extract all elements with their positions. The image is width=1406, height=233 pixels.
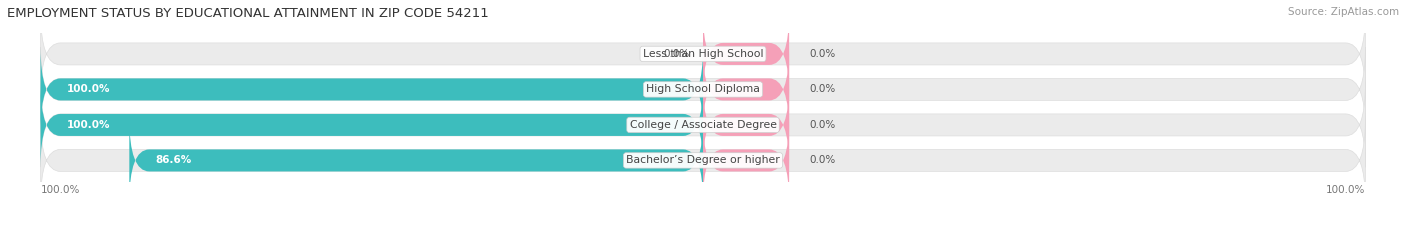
FancyBboxPatch shape [703,12,789,96]
FancyBboxPatch shape [41,47,1365,132]
Text: 0.0%: 0.0% [808,120,835,130]
FancyBboxPatch shape [41,118,1365,203]
FancyBboxPatch shape [703,83,789,167]
FancyBboxPatch shape [41,83,1365,167]
Text: 100.0%: 100.0% [67,120,111,130]
Text: Less than High School: Less than High School [643,49,763,59]
Text: 0.0%: 0.0% [664,49,690,59]
FancyBboxPatch shape [41,12,1365,96]
Text: 100.0%: 100.0% [41,185,80,195]
Text: 0.0%: 0.0% [808,49,835,59]
FancyBboxPatch shape [41,83,703,167]
Text: High School Diploma: High School Diploma [647,84,759,94]
Text: Bachelor’s Degree or higher: Bachelor’s Degree or higher [626,155,780,165]
Text: 0.0%: 0.0% [808,155,835,165]
Text: College / Associate Degree: College / Associate Degree [630,120,776,130]
Text: EMPLOYMENT STATUS BY EDUCATIONAL ATTAINMENT IN ZIP CODE 54211: EMPLOYMENT STATUS BY EDUCATIONAL ATTAINM… [7,7,489,20]
FancyBboxPatch shape [703,118,789,203]
FancyBboxPatch shape [703,47,789,132]
FancyBboxPatch shape [41,47,703,132]
FancyBboxPatch shape [129,118,703,203]
Text: 86.6%: 86.6% [156,155,193,165]
Text: Source: ZipAtlas.com: Source: ZipAtlas.com [1288,7,1399,17]
Text: 100.0%: 100.0% [1326,185,1365,195]
Text: 100.0%: 100.0% [67,84,111,94]
Text: 0.0%: 0.0% [808,84,835,94]
